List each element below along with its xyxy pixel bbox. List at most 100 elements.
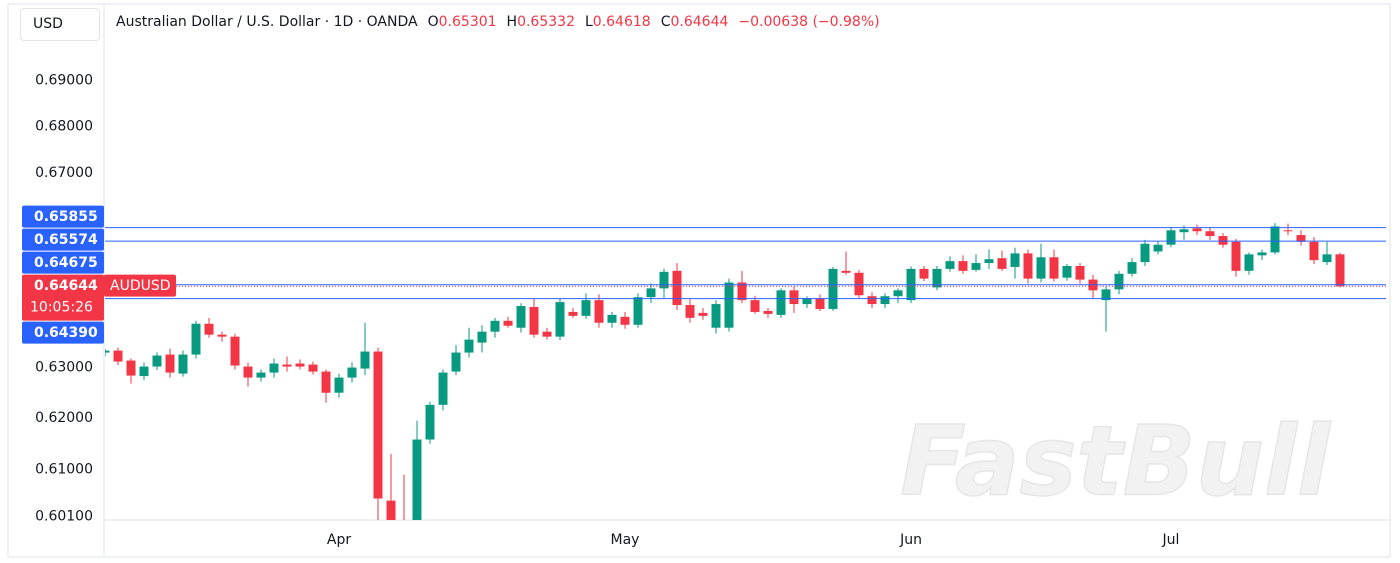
candle-body — [503, 320, 513, 326]
candle-body — [620, 316, 630, 325]
candle-body — [425, 404, 435, 440]
candle-body — [1231, 241, 1241, 271]
countdown: 10:05:26 — [30, 300, 93, 316]
candle-body — [607, 314, 617, 323]
legend: Australian Dollar / U.S. Dollar · 1D · O… — [116, 14, 890, 30]
candle-body — [1218, 236, 1228, 245]
candle-body — [256, 372, 266, 378]
candle-body — [958, 261, 968, 271]
price-label: 0.65574 — [34, 232, 98, 248]
candle-body — [113, 350, 123, 362]
candle-body — [1205, 231, 1215, 237]
candle-body — [646, 288, 656, 298]
plot-area — [105, 223, 1386, 520]
candle-body — [711, 304, 721, 328]
candle-body — [1179, 229, 1189, 233]
ohlc: O0.65301 H0.65332 L0.64618 C0.64644 — [428, 14, 739, 30]
candle-body — [698, 312, 708, 316]
candle-body — [230, 336, 240, 366]
price-label: 0.65855 — [34, 209, 98, 225]
x-tick-label: May — [611, 532, 640, 548]
candle-body — [1153, 244, 1163, 252]
price-label-box — [22, 251, 104, 274]
candle-body — [165, 354, 175, 373]
candle-body — [295, 363, 305, 367]
candle-body — [152, 355, 162, 367]
price-label: 0.64390 — [34, 325, 98, 341]
ohlc-key: H — [506, 14, 518, 30]
y-tick-label: 0.68000 — [35, 118, 93, 134]
candle-body — [685, 305, 695, 318]
candle-body — [1140, 243, 1150, 263]
candle-body — [1244, 254, 1254, 271]
price-label-box — [22, 228, 104, 251]
candle-body — [854, 272, 864, 296]
price-label-box — [22, 321, 104, 344]
candle-body — [243, 366, 253, 378]
candle-body — [1114, 273, 1124, 290]
candle-body — [802, 298, 812, 305]
candle-body — [529, 307, 539, 335]
candle-body — [386, 500, 396, 520]
price-labels: 0.65855 0.65574 0.64675 0.64644 10:05:26 AUDU… — [22, 205, 176, 344]
candle-body — [105, 350, 110, 353]
ohlc-value: 0.65301 — [438, 14, 497, 30]
price-label-box — [22, 274, 104, 321]
candle-body — [880, 296, 890, 305]
frame — [7, 3, 1391, 558]
y-tick-label: 0.67000 — [35, 165, 93, 181]
candle-body — [1257, 252, 1267, 256]
candle-body — [477, 331, 487, 343]
change: −0.00638 (−0.98%) — [738, 14, 880, 30]
candle-body — [776, 290, 786, 315]
candle-body — [1166, 230, 1176, 245]
candle-body — [217, 334, 227, 337]
ohlc-key: L — [584, 14, 593, 30]
candle-body — [308, 364, 318, 372]
candle-body — [555, 302, 565, 337]
price-label: 0.64644 — [34, 278, 98, 294]
candle-body — [373, 351, 383, 499]
x-tick-label: Jul — [1162, 532, 1180, 548]
currency-button[interactable]: USD — [20, 8, 100, 41]
candle-body — [828, 268, 838, 309]
candle-body — [919, 268, 929, 279]
symbol-tag — [104, 274, 176, 297]
candle-body — [269, 363, 279, 373]
candle-body — [282, 364, 292, 367]
ohlc-key: C — [660, 14, 671, 30]
x-tick-label: Apr — [327, 532, 351, 548]
candle-body — [594, 300, 604, 323]
candle-body — [451, 352, 461, 372]
candle-body — [724, 282, 734, 328]
candle-body — [126, 360, 136, 376]
y-tick-label: 0.62000 — [35, 410, 93, 426]
symbol-tag-label: AUDUSD — [110, 278, 171, 294]
candle-body — [412, 439, 422, 520]
x-tick-label: Jun — [899, 532, 922, 548]
ohlc-value: 0.65332 — [517, 14, 575, 30]
ohlc-value: 0.64644 — [670, 14, 729, 30]
candle-body — [1192, 228, 1202, 232]
candle-body — [763, 310, 773, 314]
candle-body — [1036, 257, 1046, 279]
candle-body — [464, 339, 474, 353]
candle-body — [932, 268, 942, 288]
candle-body — [581, 300, 591, 316]
candle-body — [945, 261, 955, 269]
candle-body — [1335, 254, 1345, 287]
candle-body — [1049, 257, 1059, 279]
ohlc-key: O — [427, 14, 439, 30]
candle-body — [1075, 265, 1085, 280]
candle-body — [334, 377, 344, 393]
candle-body — [750, 300, 760, 312]
y-tick-label: 0.63000 — [35, 360, 93, 376]
candle-body — [984, 259, 994, 264]
candle-body — [659, 271, 669, 289]
candle-body — [542, 331, 552, 337]
candle-body — [360, 351, 370, 369]
candle-body — [321, 371, 331, 393]
candle-body — [867, 296, 877, 305]
